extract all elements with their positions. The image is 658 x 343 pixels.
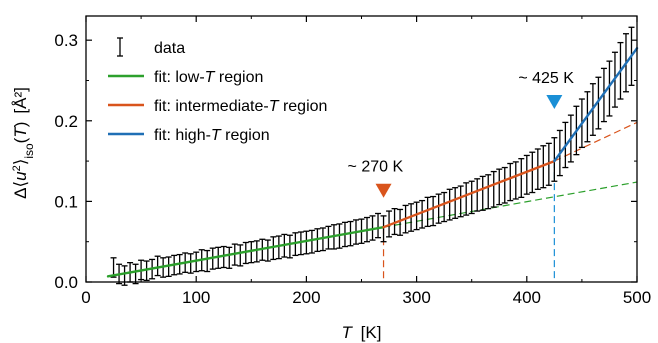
data-point	[446, 188, 453, 221]
data-point	[226, 246, 233, 269]
data-point	[496, 168, 503, 206]
data-point	[518, 158, 525, 199]
x-axis-title: T [K]	[342, 323, 382, 342]
data-point	[253, 240, 260, 263]
data-point	[468, 180, 475, 215]
plot-frame	[85, 15, 638, 283]
data-point	[424, 196, 431, 228]
transition-t425-marker-icon	[546, 95, 563, 110]
transition-t270-marker-icon	[375, 183, 392, 198]
data-point	[540, 145, 547, 189]
data-point	[143, 260, 150, 282]
y-label-prefix: Δ⟨	[11, 181, 30, 199]
y-label-sup: 2	[11, 165, 23, 171]
legend-item-low: fit: low-T region	[108, 69, 263, 86]
x-tick-label: 200	[292, 288, 320, 307]
data-point	[501, 166, 508, 204]
legend-label: fit: low-T region	[154, 69, 263, 86]
transition-t270-label: ~ 270 K	[348, 159, 404, 176]
legend-item-data: data	[117, 37, 185, 57]
y-tick-label: 0.0	[54, 273, 78, 292]
x-axis-unit: [K]	[361, 323, 382, 342]
transition-guide-lines	[382, 161, 555, 282]
data-point	[303, 230, 310, 255]
fit-mid-line	[382, 159, 556, 229]
fit-high-line	[553, 47, 639, 163]
x-axis-variable: T	[342, 323, 354, 342]
data-point	[132, 263, 139, 285]
data-point	[413, 201, 420, 231]
y-axis-title: Δ⟨u2⟩iso(T) [Å²]	[11, 87, 36, 199]
legend: data fit: low-T region fit: intermediate-T…	[108, 37, 327, 144]
x-tick-label: 400	[513, 288, 541, 307]
y-label-var: u	[11, 171, 30, 181]
data-series	[110, 26, 635, 286]
fit-low-line	[106, 225, 385, 278]
y-label-unit: [Å²]	[11, 87, 30, 113]
data-point	[275, 235, 282, 260]
y-label-arg-var: T	[11, 126, 30, 138]
data-point	[479, 175, 486, 211]
data-point	[397, 208, 404, 236]
data-point	[248, 241, 255, 264]
data-point	[297, 231, 304, 256]
fit-mid-extrapolation	[554, 121, 638, 162]
data-point	[308, 229, 315, 254]
legend-item-high: fit: high-T region	[108, 127, 270, 144]
fit-low-extrapolation	[383, 181, 638, 228]
data-point	[435, 193, 442, 224]
data-point	[375, 212, 382, 239]
data-point	[474, 178, 481, 212]
y-tick-label: 0.1	[54, 192, 78, 211]
data-point	[319, 227, 326, 252]
data-point	[529, 151, 536, 194]
legend-label: data	[154, 40, 185, 57]
data-point	[193, 251, 200, 273]
fit-extrapolations	[383, 121, 638, 228]
data-point	[380, 215, 387, 243]
data-point	[452, 187, 459, 219]
data-point	[507, 162, 514, 202]
x-tick-label: 0	[81, 288, 90, 307]
transition-t425-label: ~ 425 K	[518, 70, 574, 87]
y-label-mid: ⟩	[11, 159, 30, 166]
data-point	[441, 191, 448, 223]
data-point	[430, 195, 437, 227]
data-point	[270, 236, 277, 261]
legend-item-mid: fit: intermediate-T region	[108, 98, 327, 115]
data-point	[204, 249, 211, 273]
y-label-arg-open: (	[11, 137, 30, 143]
data-point	[490, 170, 497, 208]
data-point	[154, 255, 161, 277]
data-point	[595, 76, 602, 130]
data-point	[485, 174, 492, 210]
data-point	[606, 60, 613, 117]
x-tick-label: 300	[402, 288, 430, 307]
transition-markers: ~ 270 K ~ 425 K	[348, 70, 574, 198]
y-tick-label: 0.3	[54, 31, 78, 50]
data-point	[110, 257, 117, 278]
data-point	[264, 239, 271, 262]
data-point	[286, 234, 293, 259]
x-tick-label: 100	[182, 288, 210, 307]
x-tick-label: 500	[623, 288, 651, 307]
legend-label: fit: intermediate-T region	[154, 98, 327, 115]
data-point	[463, 182, 470, 216]
y-label-arg-close: )	[11, 122, 30, 128]
y-tick-label: 0.2	[54, 112, 78, 131]
data-point	[512, 161, 519, 200]
data-point	[419, 199, 426, 229]
data-point	[457, 185, 464, 218]
data-point	[391, 207, 398, 236]
data-point	[237, 244, 244, 267]
data-point	[220, 245, 227, 269]
data-point	[523, 154, 530, 195]
data-point	[534, 148, 541, 190]
data-point	[187, 253, 194, 274]
y-label-sub: iso	[22, 143, 36, 159]
axis-ticks: 0 100 200 300 400 500 0.0 0.1 0.2 0.3	[54, 16, 651, 307]
legend-label: fit: high-T region	[154, 127, 270, 144]
fit-lines	[106, 47, 639, 278]
